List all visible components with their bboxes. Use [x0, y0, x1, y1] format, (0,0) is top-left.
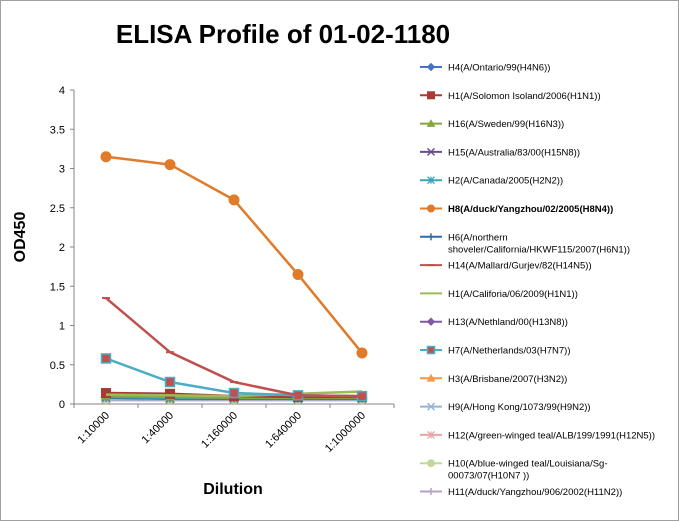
legend-item: H11(A/duck/Yangzhou/906/2002(H11N2)) [420, 487, 622, 498]
y-tick-label: 1 [59, 321, 65, 333]
data-point-marker [292, 268, 304, 280]
y-tick-label: 4 [59, 85, 65, 97]
data-point-marker [426, 119, 436, 127]
series-6 [100, 151, 368, 359]
legend-item: H6(A/northern shoveler/California/HKWF115… [420, 232, 630, 255]
data-point-marker [164, 376, 176, 388]
legend-label: H13(A/Nethland/00(H13N8)) [448, 317, 568, 328]
legend-item: H9(A/Hong Kong/1073/99(H9N2)) [420, 402, 591, 413]
data-point-marker [426, 373, 436, 382]
y-tick-label: 3.5 [50, 124, 65, 136]
data-point-marker [164, 159, 176, 171]
x-tick-label: 1:40000 [140, 410, 177, 447]
legend-label: H3(A/Brisbane/2007(H3N2)) [448, 374, 567, 385]
legend-item: H14(A/Mallard/Gurjev/82(H14N5)) [420, 261, 592, 272]
y-tick-labels: 0 0.5 1 1.5 2 2.5 3 3.5 4 [50, 85, 65, 411]
data-point-marker [228, 387, 240, 399]
data-point-marker [356, 347, 368, 359]
data-point-marker [165, 388, 175, 399]
data-point-marker [426, 317, 436, 326]
legend: H4(A/Ontario/99(H4N6)) H1(A/Solomon Isola… [420, 63, 655, 498]
data-point-marker [426, 402, 436, 411]
data-point-marker [427, 204, 435, 213]
x-axis-title: Dilution [203, 481, 263, 498]
series-layer [100, 151, 368, 405]
axes [70, 89, 395, 408]
legend-item: H2(A/Canada/2005(H2N2)) [420, 176, 563, 187]
data-point-marker [427, 91, 435, 100]
legend-item: H7(A/Netherlands/03(H7N7)) [420, 346, 571, 357]
y-tick-label: 2.5 [50, 203, 65, 215]
legend-label: H7(A/Netherlands/03(H7N7)) [448, 346, 571, 357]
legend-label: H14(A/Mallard/Gurjev/82(H14N5)) [448, 261, 592, 272]
legend-label: H15(A/Australia/83/00(H15N8)) [448, 147, 580, 158]
legend-label: H6(A/northern shoveler/California/HKWF115… [448, 232, 630, 255]
legend-label: H12(A/green-winged teal/ALB/199/1991(H12… [448, 430, 655, 441]
x-tick-label: 1:1000000 [323, 410, 368, 455]
legend-item: H8(A/duck/Yangzhou/02/2005(H8N4)) [420, 204, 613, 215]
data-point-marker [100, 151, 112, 163]
y-tick-label: 1.5 [50, 281, 65, 293]
data-point-marker [427, 488, 435, 495]
data-point-marker [427, 233, 435, 241]
legend-item: H16(A/Sweden/99(H16N3)) [420, 119, 564, 130]
x-tick-labels: 1:10000 1:40000 1:160000 1:640000 1:1000000 [76, 410, 369, 455]
x-tick-label: 1:160000 [199, 410, 240, 451]
legend-item: H4(A/Ontario/99(H4N6)) [420, 63, 550, 74]
chart-title: ELISA Profile of 01-02-1180 [116, 19, 450, 49]
data-point-marker [100, 353, 112, 364]
series-8 [102, 297, 366, 398]
legend-label: H1(A/Califoria/06/2009(H1N1)) [448, 289, 578, 300]
legend-item: H15(A/Australia/83/00(H15N8)) [420, 147, 580, 158]
x-tick-label: 1:10000 [76, 410, 113, 447]
legend-label: H1(A/Solomon Isoland/2006(H1N1)) [448, 91, 601, 102]
data-point-marker [228, 194, 240, 206]
series-line [105, 155, 363, 354]
legend-item: H1(A/Solomon Isoland/2006(H1N1)) [420, 91, 601, 102]
legend-label: H9(A/Hong Kong/1073/99(H9N2)) [448, 402, 591, 413]
legend-label: H10(A/blue-winged teal/Louisiana/Sg-0007… [448, 459, 608, 482]
data-point-marker [101, 388, 111, 399]
data-point-marker [426, 147, 436, 156]
legend-item: H10(A/blue-winged teal/Louisiana/Sg-0007… [420, 459, 608, 482]
data-point-marker [426, 345, 436, 355]
data-point-marker [427, 176, 435, 185]
legend-label: H16(A/Sweden/99(H16N3)) [448, 119, 564, 130]
y-tick-label: 0.5 [50, 360, 65, 372]
y-tick-label: 0 [59, 399, 65, 411]
legend-item: H12(A/green-winged teal/ALB/199/1991(H12… [420, 430, 655, 441]
legend-label: H11(A/duck/Yangzhou/906/2002(H11N2)) [448, 487, 622, 498]
legend-item: H13(A/Nethland/00(H13N8)) [420, 317, 568, 328]
legend-label: H2(A/Canada/2005(H2N2)) [448, 176, 563, 187]
legend-label: H4(A/Ontario/99(H4N6)) [448, 63, 550, 74]
y-tick-label: 2 [59, 242, 65, 254]
data-point-marker [427, 430, 435, 439]
legend-item: H3(A/Brisbane/2007(H3N2)) [420, 373, 567, 385]
data-point-marker [426, 62, 436, 72]
x-tick-label: 1:640000 [263, 410, 304, 451]
data-point-marker [427, 459, 435, 468]
legend-item: H1(A/Califoria/06/2009(H1N1)) [420, 289, 578, 300]
y-axis-title: OD450 [12, 212, 29, 263]
y-tick-label: 3 [59, 164, 65, 176]
legend-label: H8(A/duck/Yangzhou/02/2005(H8N4)) [448, 204, 613, 215]
